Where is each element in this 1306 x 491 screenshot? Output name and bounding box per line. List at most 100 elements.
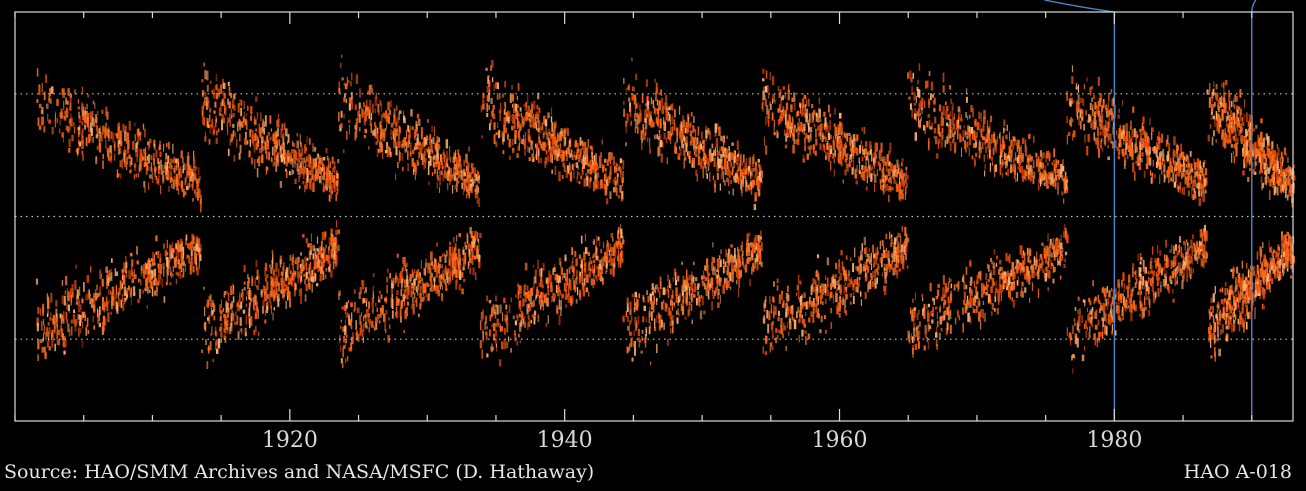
sunspot-mark [453, 172, 457, 176]
sunspot-mark [155, 235, 158, 242]
sunspot-mark [401, 267, 404, 272]
sunspot-mark [77, 106, 81, 110]
sunspot-mark [182, 259, 185, 264]
sunspot-mark [304, 279, 306, 285]
sunspot-mark [763, 86, 765, 93]
sunspot-mark [520, 112, 522, 117]
sunspot-mark [210, 333, 212, 337]
sunspot-mark [220, 332, 223, 338]
sunspot-mark [745, 242, 748, 247]
sunspot-mark [759, 171, 761, 181]
sunspot-mark [143, 148, 145, 153]
sunspot-mark [866, 169, 869, 178]
sunspot-mark [754, 258, 756, 265]
sunspot-mark [578, 254, 582, 259]
sunspot-mark [196, 195, 198, 199]
sunspot-mark [211, 309, 214, 315]
sunspot-mark [759, 178, 762, 183]
sunspot-mark [300, 272, 303, 282]
sunspot-mark [459, 270, 462, 280]
sunspot-mark [559, 143, 561, 154]
sunspot-mark [601, 139, 603, 145]
sunspot-mark [592, 268, 594, 274]
sunspot-mark [275, 162, 278, 172]
sunspot-mark [449, 146, 451, 156]
sunspot-mark [73, 89, 77, 95]
sunspot-mark [685, 297, 688, 304]
sunspot-mark [346, 355, 349, 362]
sunspot-mark [375, 92, 377, 100]
sunspot-mark [540, 126, 542, 133]
sunspot-mark [362, 102, 365, 108]
sunspot-mark [817, 309, 819, 318]
sunspot-mark [242, 116, 245, 123]
sunspot-mark [206, 361, 209, 369]
sunspot-mark [42, 306, 44, 316]
sunspot-mark [751, 156, 755, 164]
sunspot-mark [478, 197, 480, 207]
sunspot-mark [712, 265, 714, 273]
sunspot-mark [736, 169, 739, 175]
sunspot-mark [663, 117, 665, 125]
sunspot-mark [838, 313, 841, 318]
sunspot-mark [627, 113, 629, 121]
sunspot-mark [198, 256, 200, 267]
sunspot-mark [201, 116, 205, 124]
sunspot-mark [67, 323, 70, 333]
sunspot-mark [153, 144, 156, 150]
sunspot-mark [737, 266, 740, 272]
sunspot-mark [734, 248, 736, 258]
sunspot-mark [692, 137, 696, 145]
sunspot-mark [644, 339, 647, 348]
sunspot-mark [335, 247, 338, 254]
sunspot-mark [866, 151, 869, 161]
sunspot-mark [688, 286, 691, 296]
sunspot-mark [363, 120, 366, 126]
sunspot-mark [84, 124, 86, 130]
sunspot-mark [629, 320, 632, 325]
sunspot-mark [405, 285, 408, 292]
sunspot-mark [60, 328, 62, 338]
sunspot-mark [140, 279, 142, 286]
sunspot-mark [282, 262, 285, 272]
sunspot-mark [312, 253, 315, 260]
sunspot-mark [540, 157, 542, 163]
sunspot-mark [166, 142, 168, 148]
sunspot-mark [470, 230, 473, 239]
sunspot-mark [63, 136, 64, 143]
sunspot-mark [621, 250, 624, 258]
sunspot-mark [331, 184, 333, 193]
sunspot-mark [241, 121, 244, 128]
sunspot-mark [671, 290, 674, 298]
sunspot-mark [283, 288, 286, 294]
sunspot-mark [181, 259, 183, 267]
sunspot-mark [569, 280, 572, 287]
sunspot-mark [682, 301, 684, 310]
sunspot-mark [314, 274, 317, 280]
sunspot-mark [631, 293, 634, 298]
sunspot-mark [519, 136, 521, 144]
sunspot-mark [669, 120, 671, 126]
sunspot-mark [515, 103, 518, 112]
sunspot-mark [285, 284, 288, 291]
sunspot-mark [642, 316, 645, 323]
sunspot-mark [266, 274, 269, 278]
sunspot-mark [462, 249, 464, 255]
sunspot-mark [63, 295, 66, 306]
sunspot-mark [720, 146, 724, 152]
sunspot-mark [547, 290, 550, 296]
sunspot-mark [658, 136, 661, 141]
sunspot-mark [240, 99, 243, 107]
sunspot-mark [260, 289, 263, 298]
sunspot-mark [307, 164, 310, 168]
sunspot-mark [693, 282, 697, 293]
sunspot-mark [96, 110, 99, 116]
sunspot-mark [833, 158, 836, 164]
sunspot-mark [722, 265, 725, 274]
sunspot-mark [269, 291, 271, 295]
sunspot-mark [250, 112, 253, 120]
sunspot-mark [156, 287, 158, 297]
sunspot-mark [312, 276, 315, 283]
sunspot-mark [586, 155, 589, 165]
sunspot-mark [281, 126, 284, 131]
